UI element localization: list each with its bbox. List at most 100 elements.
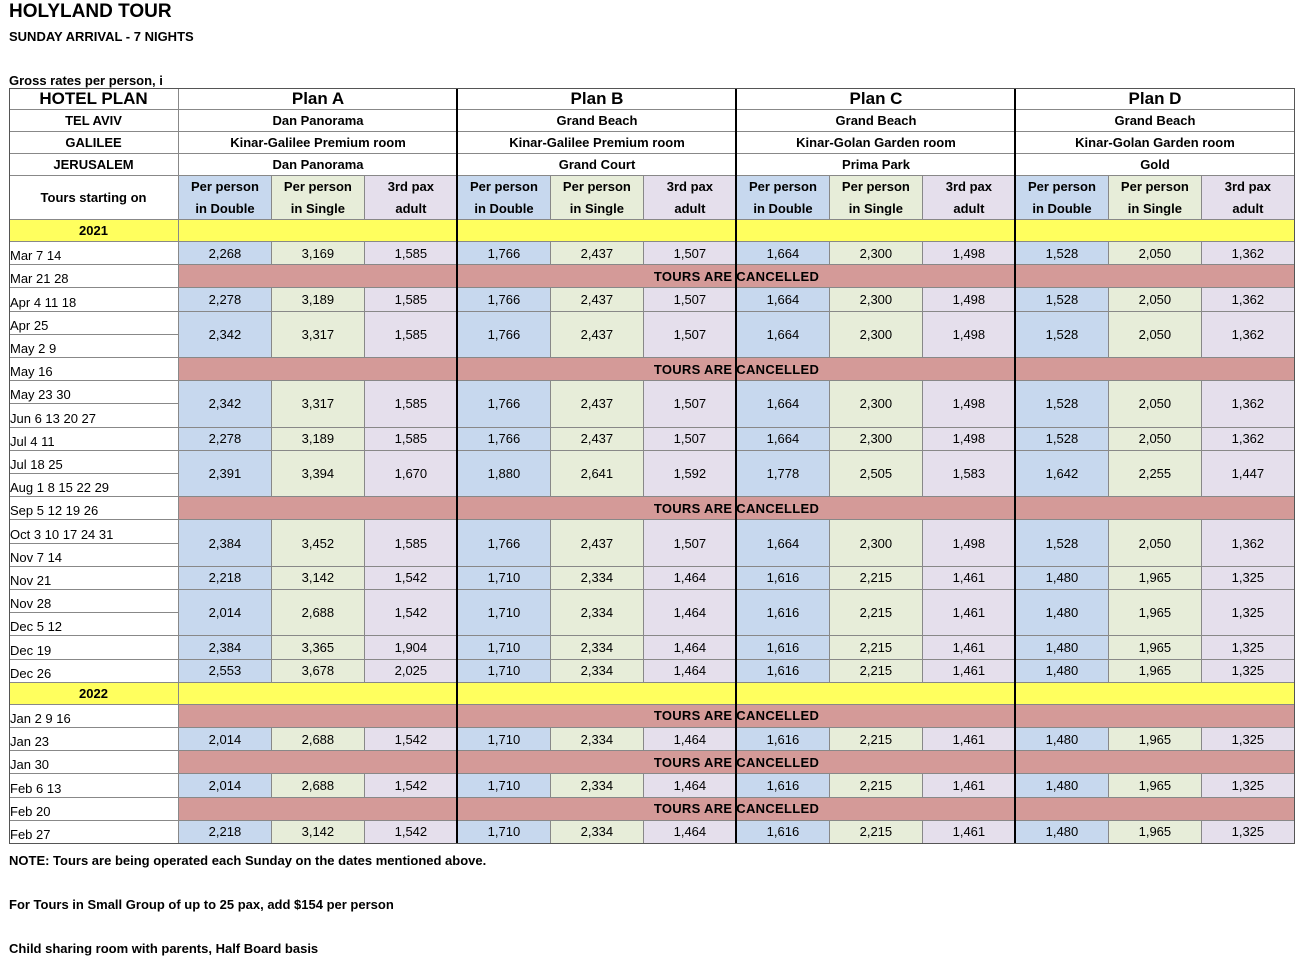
price-header-line: in Single (569, 200, 624, 216)
rate-cell: 1,480 (1016, 659, 1109, 683)
rate-cell: 1,965 (1108, 728, 1202, 752)
rate-cell: 1,585 (364, 288, 458, 312)
city-label: TEL AVIV (9, 110, 179, 132)
cancelled-banner: TOURS ARE CANCELLED (179, 797, 1295, 821)
hotel-plan-header: HOTEL PLAN (9, 88, 179, 110)
tour-date: Aug 1 8 15 22 29 (9, 474, 179, 498)
rate-cell: 2,688 (271, 590, 365, 637)
rate-cell: 1,464 (643, 820, 737, 844)
price-header-line: Per person (748, 178, 817, 194)
rate-cell: 1,507 (643, 381, 737, 428)
rate-cell: 1,480 (1016, 590, 1109, 637)
rate-cell: 1,664 (737, 381, 830, 428)
rate-cell: 2,215 (829, 590, 923, 637)
rate-cell: 1,904 (364, 636, 458, 660)
tour-date: Nov 28 (9, 590, 179, 614)
plan-divider (735, 88, 737, 844)
rate-cell: 2,334 (550, 566, 644, 590)
tour-date: Feb 6 13 (9, 774, 179, 798)
hotel-name: Grand Beach (458, 110, 737, 132)
price-column-header: 3rd pax adult (643, 176, 737, 220)
hotel-name: Prima Park (737, 154, 1016, 176)
price-header-line: in Single (848, 200, 903, 216)
rate-cell: 2,437 (550, 427, 644, 451)
rate-cell: 1,616 (737, 659, 830, 683)
rate-cell: 2,050 (1108, 381, 1202, 428)
rate-cell: 1,464 (643, 774, 737, 798)
rate-cell: 2,505 (829, 450, 923, 498)
year-band (179, 682, 1295, 705)
rate-cell: 1,325 (1201, 774, 1295, 798)
city-label: JERUSALEM (9, 154, 179, 176)
rate-cell: 2,025 (364, 659, 458, 683)
price-column-header: Per person in Double (458, 176, 551, 220)
tour-date: Mar 21 28 (9, 265, 179, 289)
rate-cell: 1,616 (737, 590, 830, 637)
rate-cell: 2,641 (550, 450, 644, 498)
rate-cell: 1,528 (1016, 381, 1109, 428)
rate-cell: 2,342 (179, 381, 272, 428)
rate-cell: 1,710 (458, 774, 551, 798)
tour-date: Feb 27 (9, 820, 179, 844)
price-column-header: Per person in Double (179, 176, 272, 220)
rate-cell: 1,362 (1201, 381, 1295, 428)
hotel-name: Dan Panorama (179, 110, 458, 132)
rate-cell: 2,215 (829, 636, 923, 660)
rate-cell: 1,498 (922, 381, 1016, 428)
plan-divider (456, 88, 458, 844)
rate-cell: 1,583 (922, 450, 1016, 498)
tour-date: Jan 30 (9, 751, 179, 775)
rate-cell: 1,616 (737, 728, 830, 752)
rate-cell: 2,050 (1108, 427, 1202, 451)
rate-cell: 1,528 (1016, 311, 1109, 358)
rate-cell: 2,384 (179, 636, 272, 660)
rate-cell: 3,452 (271, 520, 365, 567)
price-header-line: Per person (562, 178, 631, 194)
rate-cell: 1,664 (737, 520, 830, 567)
rate-cell: 2,437 (550, 311, 644, 358)
rate-cell: 1,498 (922, 311, 1016, 358)
rate-cell: 1,362 (1201, 288, 1295, 312)
price-column-header: 3rd pax adult (922, 176, 1016, 220)
rate-cell: 1,766 (458, 242, 551, 266)
rate-cell: 1,616 (737, 566, 830, 590)
rate-cell: 1,664 (737, 242, 830, 266)
rate-cell: 2,014 (179, 774, 272, 798)
rate-cell: 1,778 (737, 450, 830, 498)
rate-cell: 1,507 (643, 311, 737, 358)
price-header-line: Per person (1120, 178, 1189, 194)
rate-cell: 1,480 (1016, 728, 1109, 752)
price-column-header: Per person in Double (737, 176, 830, 220)
rate-cell: 1,362 (1201, 242, 1295, 266)
rate-cell: 1,766 (458, 381, 551, 428)
rate-cell: 1,507 (643, 520, 737, 567)
rate-cell: 1,710 (458, 636, 551, 660)
price-header-line: 3rd pax (666, 178, 714, 194)
rate-cell: 3,317 (271, 311, 365, 358)
tour-date: May 2 9 (9, 334, 179, 358)
rate-cell: 1,461 (922, 820, 1016, 844)
price-column-header: Per person in Single (1108, 176, 1202, 220)
rate-cell: 1,498 (922, 288, 1016, 312)
year-band (179, 220, 1295, 242)
price-header-line: 3rd pax (1224, 178, 1272, 194)
hotel-name: Kinar-Galilee Premium room (179, 132, 458, 154)
tour-date: Dec 5 12 (9, 613, 179, 637)
rate-cell: 3,169 (271, 242, 365, 266)
page-title: HOLYLAND TOUR (9, 1, 172, 22)
price-header-line: in Double (1032, 200, 1092, 216)
rate-cell: 1,664 (737, 288, 830, 312)
rate-cell: 1,710 (458, 659, 551, 683)
rate-cell: 2,334 (550, 659, 644, 683)
rate-cell: 1,616 (737, 636, 830, 660)
rate-cell: 1,664 (737, 311, 830, 358)
rate-cell: 1,325 (1201, 590, 1295, 637)
gross-rates-note: Gross rates per person, i (9, 73, 163, 88)
rate-cell: 1,528 (1016, 520, 1109, 567)
rate-cell: 3,678 (271, 659, 365, 683)
rate-cell: 2,300 (829, 520, 923, 567)
rate-cell: 1,507 (643, 288, 737, 312)
hotel-name: Grand Beach (737, 110, 1016, 132)
tour-date: Mar 7 14 (9, 242, 179, 266)
rate-cell: 1,464 (643, 566, 737, 590)
